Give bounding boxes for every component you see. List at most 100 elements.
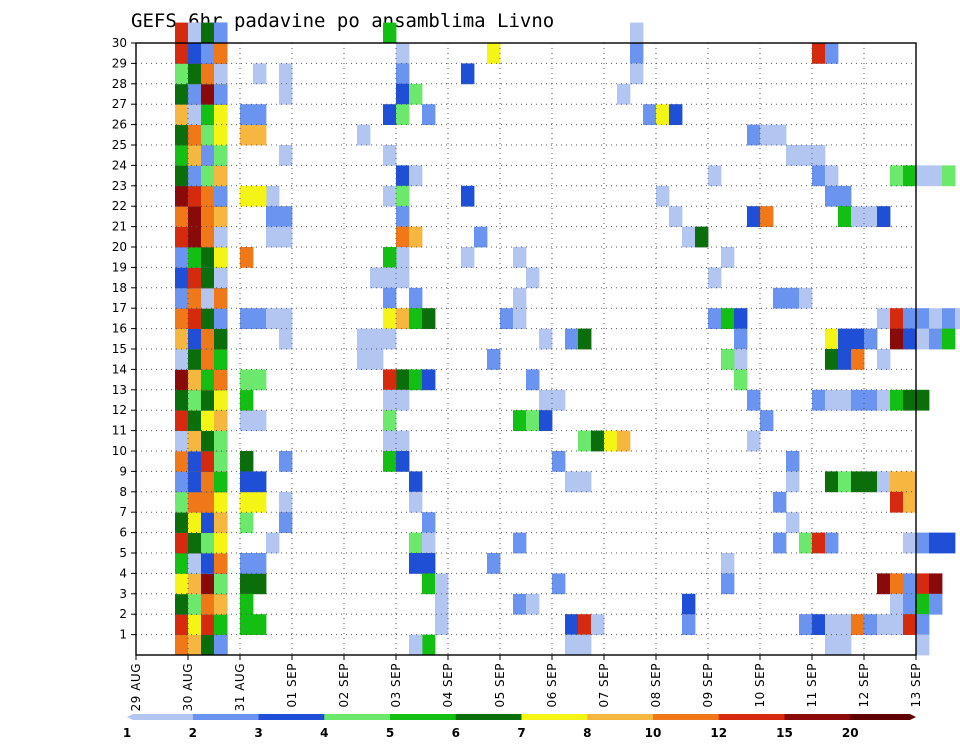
heatmap-cell <box>396 165 409 186</box>
heatmap-cell <box>214 43 227 64</box>
heatmap-cell <box>682 594 695 615</box>
heatmap-cell <box>812 614 825 635</box>
heatmap-cell <box>825 329 838 350</box>
heatmap-cell <box>864 471 877 492</box>
heatmap-cell <box>214 635 227 656</box>
x-tick-label: 07 SEP <box>597 663 611 708</box>
heatmap-cell <box>214 390 227 411</box>
heatmap-cell <box>461 63 474 84</box>
heatmap-cell <box>604 431 617 452</box>
heatmap-cell <box>682 227 695 248</box>
heatmap-cell <box>279 492 292 513</box>
heatmap-cell <box>214 410 227 431</box>
heatmap-cell <box>214 267 227 288</box>
heatmap-cell <box>513 288 526 309</box>
heatmap-cell <box>214 573 227 594</box>
heatmap-cell <box>396 43 409 64</box>
heatmap-cell <box>539 410 552 431</box>
heatmap-cell <box>214 431 227 452</box>
heatmap-cell <box>864 329 877 350</box>
heatmap-cell <box>526 267 539 288</box>
heatmap-cell <box>396 451 409 472</box>
heatmap-cell <box>396 227 409 248</box>
heatmap-cell <box>383 288 396 309</box>
x-tick-label: 06 SEP <box>545 663 559 708</box>
heatmap-cell <box>578 614 591 635</box>
heatmap-cell <box>279 84 292 105</box>
heatmap-cell <box>526 369 539 390</box>
heatmap-cell <box>708 267 721 288</box>
heatmap-cell <box>929 533 942 554</box>
heatmap-cell <box>838 186 851 207</box>
heatmap-cell <box>851 206 864 227</box>
colorbar-segment <box>127 714 193 720</box>
heatmap-cell <box>422 573 435 594</box>
heatmap-cell <box>383 186 396 207</box>
heatmap-cell <box>383 369 396 390</box>
heatmap-cell <box>240 104 266 125</box>
heatmap-cell <box>955 308 960 329</box>
heatmap-cell <box>916 533 929 554</box>
colorbar-segment <box>193 714 259 720</box>
heatmap-cell <box>890 614 903 635</box>
y-tick-label: 6 <box>119 526 127 540</box>
colorbar-label: 1 <box>123 726 131 740</box>
heatmap-cell <box>864 614 877 635</box>
heatmap-cell <box>565 635 591 656</box>
heatmap-cell <box>747 125 760 146</box>
y-tick-label: 26 <box>112 118 127 132</box>
heatmap-cell <box>825 186 838 207</box>
heatmap-cell <box>786 471 799 492</box>
heatmap-cell <box>422 104 435 125</box>
colorbar-segment <box>259 714 325 720</box>
heatmap-cell <box>240 512 253 533</box>
heatmap-cell <box>578 471 591 492</box>
heatmap-cell <box>513 410 526 431</box>
heatmap-cell <box>214 614 227 635</box>
heatmap-cell <box>929 308 942 329</box>
heatmap-cell <box>773 288 799 309</box>
heatmap-cell <box>825 43 838 64</box>
heatmap-cell <box>773 533 786 554</box>
heatmap-cell <box>396 84 409 105</box>
heatmap-cell <box>877 614 890 635</box>
heatmap-cell <box>240 125 266 146</box>
heatmap-cell <box>838 614 851 635</box>
y-tick-label: 16 <box>112 322 127 336</box>
heatmap-cell <box>383 23 396 44</box>
heatmap-cell <box>500 308 513 329</box>
x-tick-label: 02 SEP <box>337 663 351 708</box>
x-tick-label: 31 AUG <box>233 663 247 711</box>
heatmap-cell <box>747 206 760 227</box>
heatmap-cell <box>617 431 630 452</box>
heatmap-cell <box>942 533 955 554</box>
heatmap-cell <box>890 308 903 329</box>
heatmap-cell <box>240 594 253 615</box>
heatmap-cell <box>903 308 916 329</box>
heatmap-cell <box>253 63 266 84</box>
heatmap-cell <box>513 247 526 268</box>
colorbar-segment <box>324 714 390 720</box>
heatmap-cell <box>578 431 591 452</box>
y-tick-label: 4 <box>119 566 127 580</box>
heatmap-cell <box>461 247 474 268</box>
heatmap-cell <box>838 206 851 227</box>
heatmap-cell <box>591 614 604 635</box>
heatmap-cell <box>812 43 825 64</box>
heatmap-cell <box>513 308 526 329</box>
heatmap-cell <box>240 471 266 492</box>
heatmap-cell <box>851 329 864 350</box>
heatmap-cell <box>266 308 292 329</box>
heatmap-cell <box>617 84 630 105</box>
x-tick-label: 10 SEP <box>753 663 767 708</box>
heatmap-cell <box>240 614 266 635</box>
x-tick-label: 13 SEP <box>909 663 923 708</box>
heatmap-cell <box>734 329 747 350</box>
heatmap-cell <box>552 390 565 411</box>
heatmap-cell <box>370 329 396 350</box>
heatmap-cell <box>279 145 292 166</box>
heatmap-cell <box>422 533 435 554</box>
heatmap-cell <box>214 553 227 574</box>
colorbar-label: 7 <box>517 726 525 740</box>
